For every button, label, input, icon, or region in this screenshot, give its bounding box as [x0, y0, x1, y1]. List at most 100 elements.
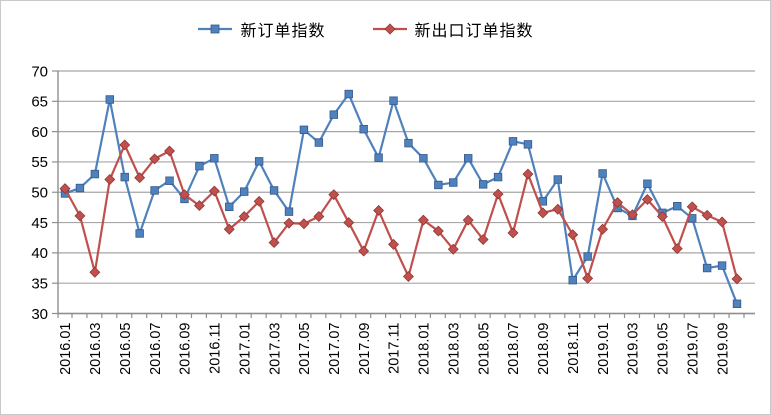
data-point-new-orders [449, 178, 458, 187]
data-point-new-export-orders [641, 194, 653, 205]
data-point-new-export-orders [537, 207, 549, 219]
data-point-new-orders [478, 180, 488, 189]
data-point-new-orders [389, 96, 398, 105]
data-point-new-export-orders [89, 266, 101, 278]
data-point-new-export-orders [373, 204, 385, 216]
data-point-new-orders [165, 176, 174, 185]
data-point-new-orders [553, 175, 562, 184]
data-point-new-export-orders [134, 172, 146, 184]
legend-label-new-orders: 新订单指数 [240, 23, 326, 40]
data-point-new-orders [583, 252, 592, 261]
svg-text:45: 45 [31, 215, 48, 232]
data-point-new-orders [135, 229, 144, 238]
data-point-new-export-orders [597, 223, 609, 235]
data-point-new-export-orders [164, 145, 175, 157]
svg-text:2017.07: 2017.07 [327, 323, 343, 375]
data-point-new-orders [150, 186, 159, 195]
svg-text:2016.09: 2016.09 [178, 323, 194, 375]
data-point-new-export-orders [238, 211, 250, 222]
data-point-new-export-orders [208, 185, 220, 197]
svg-text:2016.05: 2016.05 [118, 323, 134, 375]
series-new-orders-line [64, 92, 739, 305]
svg-text:2018.11: 2018.11 [566, 323, 582, 374]
data-point-new-export-orders [119, 139, 131, 151]
data-point-new-orders [90, 169, 100, 179]
data-point-new-orders [329, 110, 338, 119]
data-point-new-export-orders [223, 223, 235, 235]
data-point-new-orders [344, 89, 353, 99]
data-point-new-orders [299, 125, 309, 135]
data-point-new-orders [493, 172, 503, 182]
svg-text:2017.05: 2017.05 [297, 323, 313, 375]
data-point-new-orders [404, 138, 413, 148]
legend-item-new-orders: 新订单指数 [197, 17, 325, 41]
data-point-new-orders [523, 140, 533, 149]
svg-text:2016.11: 2016.11 [208, 323, 224, 374]
svg-text:65: 65 [31, 94, 48, 111]
svg-text:2018.01: 2018.01 [417, 323, 433, 375]
data-point-new-export-orders [328, 189, 340, 201]
svg-text:2016.07: 2016.07 [148, 323, 164, 375]
data-point-new-orders [269, 186, 279, 195]
data-point-new-orders [374, 153, 383, 162]
svg-text:70: 70 [31, 63, 48, 80]
data-point-new-export-orders [627, 209, 638, 221]
legend-item-new-export-orders: 新出口订单指数 [372, 17, 534, 41]
data-point-new-orders [210, 154, 219, 163]
data-point-new-export-orders [417, 214, 429, 226]
data-point-new-export-orders [671, 243, 683, 255]
data-point-new-orders [75, 183, 85, 193]
data-point-new-export-orders [298, 218, 310, 230]
svg-text:2017.11: 2017.11 [387, 323, 403, 374]
svg-text:60: 60 [31, 124, 48, 141]
data-point-new-export-orders [686, 201, 698, 213]
data-point-new-export-orders [701, 209, 713, 221]
data-point-new-orders [717, 261, 727, 270]
data-point-new-export-orders [268, 237, 280, 249]
svg-text:2018.05: 2018.05 [476, 323, 492, 375]
data-point-new-export-orders [731, 273, 743, 285]
svg-text:50: 50 [31, 185, 48, 202]
legend-label-new-export-orders: 新出口订单指数 [414, 23, 534, 40]
svg-text:2019.07: 2019.07 [685, 323, 701, 375]
data-point-new-orders [284, 207, 294, 216]
data-point-new-orders [195, 161, 204, 171]
data-point-new-orders [314, 138, 324, 147]
data-point-new-orders [463, 154, 473, 163]
data-point-new-export-orders [253, 195, 265, 207]
data-point-new-orders [419, 154, 428, 163]
data-point-new-orders [598, 169, 607, 178]
data-point-new-export-orders [343, 217, 355, 229]
data-point-new-orders [508, 137, 518, 146]
data-point-new-export-orders [193, 200, 205, 212]
data-point-new-orders [434, 180, 443, 190]
data-point-new-export-orders [582, 272, 594, 284]
data-point-new-orders [225, 202, 234, 211]
data-point-new-export-orders [552, 203, 564, 215]
data-point-new-export-orders [283, 217, 295, 229]
data-point-new-export-orders [462, 214, 474, 226]
data-point-new-export-orders [149, 153, 161, 165]
data-point-new-export-orders [522, 168, 534, 180]
svg-text:2017.01: 2017.01 [237, 323, 253, 375]
data-point-new-orders [673, 201, 682, 211]
data-point-new-export-orders [477, 234, 489, 246]
svg-text:2018.07: 2018.07 [506, 323, 522, 375]
series-new-orders [60, 89, 742, 308]
svg-text:2019.03: 2019.03 [626, 323, 642, 375]
data-point-new-export-orders [507, 227, 519, 239]
data-point-new-export-orders [447, 243, 459, 255]
svg-text:35: 35 [31, 275, 48, 292]
data-point-new-orders [568, 275, 577, 285]
svg-text:2018.09: 2018.09 [536, 323, 552, 375]
svg-text:2016.03: 2016.03 [88, 323, 104, 375]
svg-text:2019.05: 2019.05 [656, 323, 672, 375]
data-point-new-orders [732, 299, 742, 308]
data-point-new-export-orders [358, 245, 370, 257]
svg-text:2019.01: 2019.01 [596, 323, 612, 375]
data-point-new-orders [359, 125, 368, 134]
data-point-new-export-orders [388, 238, 399, 250]
data-point-new-orders [643, 179, 652, 188]
